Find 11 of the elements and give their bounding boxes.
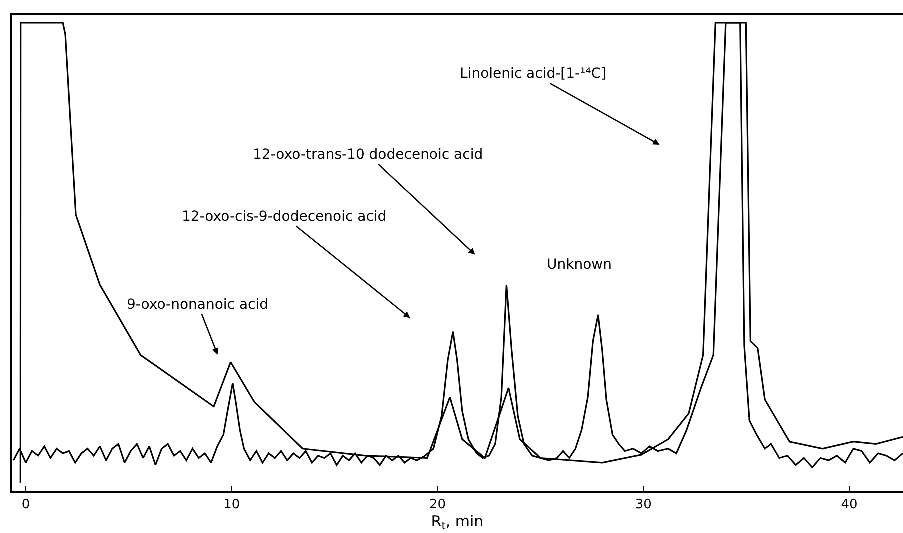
annotation: 12-oxo-cis-9-dodecenoic acid: [182, 209, 387, 225]
x-tick-label: 0: [22, 498, 30, 513]
x-axis-title: R$_{t}$, min: [431, 512, 484, 533]
annotation: Linolenic acid-[1-¹⁴C]: [460, 66, 607, 82]
x-tick-label: 30: [635, 498, 652, 513]
annotation: 9-oxo-nonanoic acid: [127, 297, 269, 313]
x-tick-label: 20: [429, 498, 446, 513]
x-tick-label: 10: [224, 498, 240, 513]
annotation: 12-oxo-trans-10 dodecenoic acid: [253, 147, 484, 163]
annotation: Unknown: [547, 257, 612, 273]
x-tick-label: 40: [841, 498, 858, 513]
